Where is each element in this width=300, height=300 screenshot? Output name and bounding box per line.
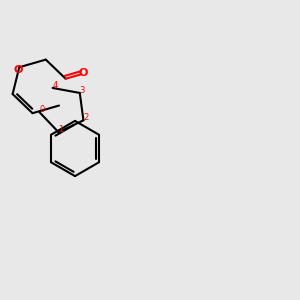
Text: 2: 2 xyxy=(83,113,89,122)
Text: O: O xyxy=(13,65,22,75)
Text: 4: 4 xyxy=(52,81,58,90)
Text: 0: 0 xyxy=(40,105,45,114)
Text: 1: 1 xyxy=(58,125,64,134)
Text: O: O xyxy=(78,68,88,78)
Text: 3: 3 xyxy=(80,86,85,95)
